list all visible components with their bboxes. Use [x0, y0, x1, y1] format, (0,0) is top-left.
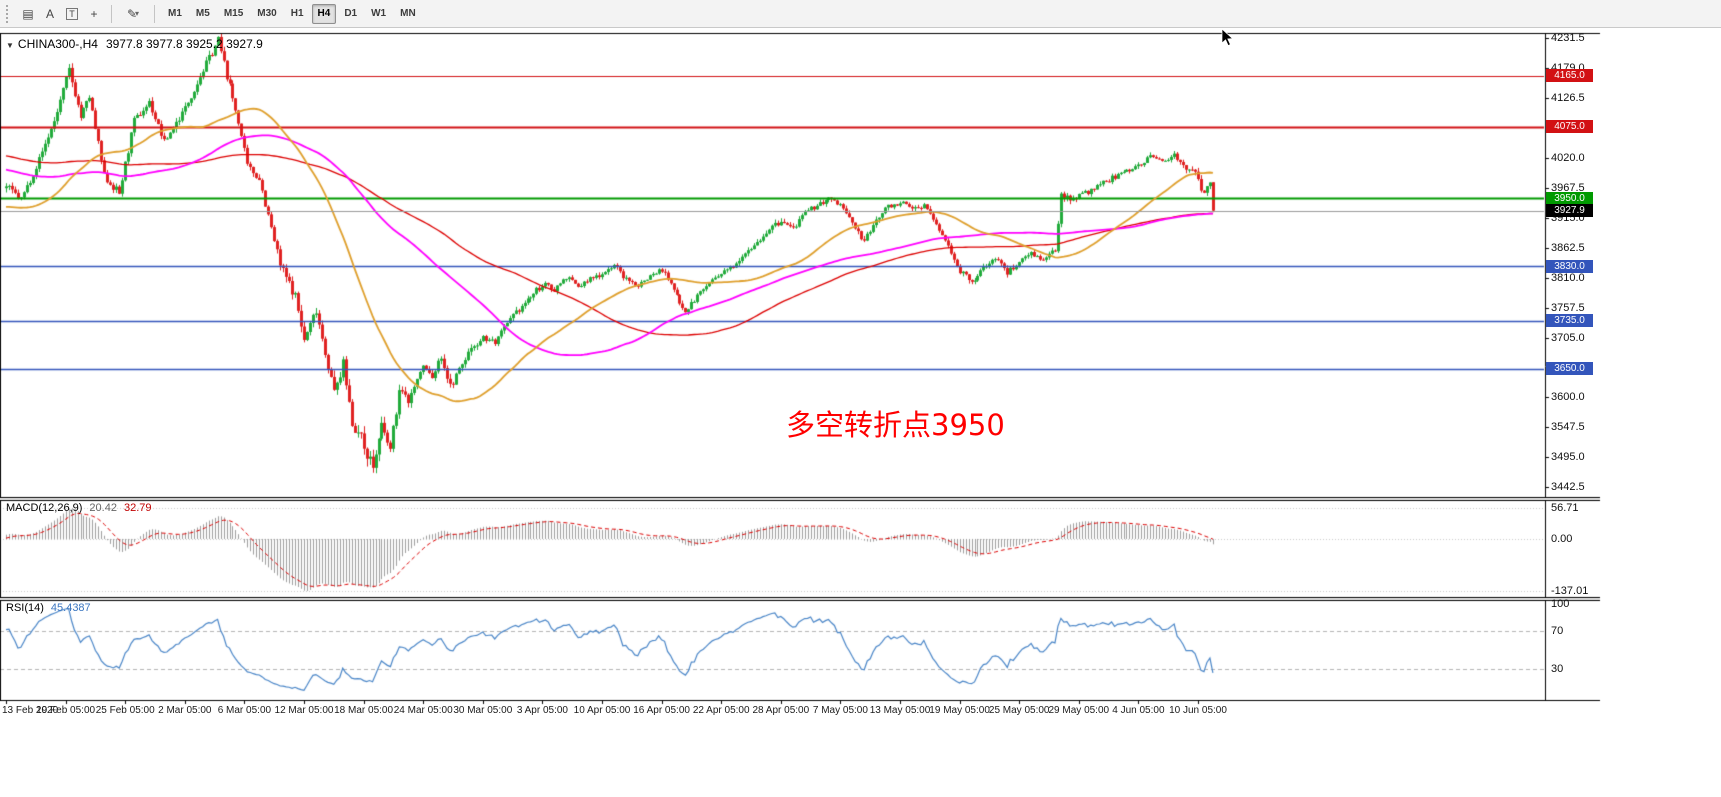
timeframe-button-m1[interactable]: M1 [168, 8, 182, 19]
price-axis-label: 4020.0 [1551, 152, 1585, 165]
time-axis-label: 24 Mar 05:00 [393, 705, 453, 716]
price-line-badge: 3650.0 [1546, 362, 1593, 376]
rsi-value: 45.4387 [50, 602, 91, 614]
time-axis-label: 18 Mar 05:00 [334, 705, 394, 716]
time-axis-label: 3 Apr 05:00 [516, 705, 568, 716]
toolbar: ▤ A T + ✎ ▾ M1 M5 M15 M30 H1 H4 D1 W1 MN [0, 0, 1721, 28]
rsi-axis-label: 30 [1551, 662, 1564, 675]
time-axis-label: 10 Apr 05:00 [573, 705, 631, 716]
chart-symbol-period: CHINA300-,H4 [17, 37, 98, 51]
chart-title: ▼ CHINA300-,H4 3977.8 3977.8 3925.2 3927.9 [6, 37, 263, 51]
rsi-label: RSI(14) [6, 602, 44, 614]
time-axis-label: 12 Mar 05:00 [274, 705, 334, 716]
macd-axis-label: 56.71 [1551, 502, 1579, 514]
time-axis-label: 19 Feb 05:00 [36, 705, 96, 716]
time-axis-label: 10 Jun 05:00 [1169, 705, 1227, 716]
crosshair-icon[interactable]: + [90, 6, 98, 21]
price-line-badge: 3830.0 [1546, 259, 1593, 273]
toolbar-separator [154, 4, 155, 23]
rsi-indicator-header: RSI(14) 45.4387 [6, 602, 91, 614]
time-axis-label: 19 May 05:00 [929, 705, 990, 716]
price-axis-label: 3442.5 [1551, 481, 1585, 494]
toolbar-separator [111, 4, 112, 23]
price-axis-label: 3810.0 [1551, 271, 1585, 284]
text-box-icon[interactable]: T [61, 3, 83, 24]
price-line-badge: 3735.0 [1546, 314, 1593, 328]
rsi-axis-label: 100 [1551, 598, 1570, 610]
macd-axis-label: -137.01 [1551, 585, 1589, 597]
line-studies-toolbar: ▤ A T + [17, 3, 105, 24]
draw-color-icon: ✎ [126, 6, 138, 21]
price-axis-label: 3862.5 [1551, 241, 1585, 254]
price-line-badge: 3950.0 [1546, 191, 1593, 205]
price-axis-label: 3705.0 [1551, 331, 1585, 344]
macd-signal-value: 32.79 [123, 502, 152, 514]
price-line-badge: 4165.0 [1546, 69, 1593, 83]
price-axis-label: 3757.5 [1551, 301, 1585, 314]
timeframe-button-mn[interactable]: MN [400, 8, 416, 19]
price-axis-label: 3547.5 [1551, 421, 1585, 434]
time-axis-label: 25 Feb 05:00 [95, 705, 155, 716]
time-axis-label: 13 Feb 2020 [2, 705, 59, 716]
timeframe-button-m30[interactable]: M30 [257, 8, 277, 19]
time-axis-label: 16 Apr 05:00 [633, 705, 690, 716]
price-axis-label: 4126.5 [1551, 91, 1585, 104]
timeframe-toolbar: M1 M5 M15 M30 H1 H4 D1 W1 MN [161, 3, 423, 24]
toolbar-grip[interactable] [6, 4, 11, 23]
timeframe-button-h4[interactable]: H4 [311, 3, 337, 24]
time-axis-label: 7 May 05:00 [812, 705, 868, 716]
time-axis-label: 2 Mar 05:00 [158, 705, 212, 716]
time-axis-label: 22 Apr 05:00 [692, 705, 750, 716]
price-axis-label: 3967.5 [1551, 182, 1585, 195]
current-price-badge: 3927.9 [1546, 204, 1593, 218]
time-axis-label: 30 Mar 05:00 [453, 705, 513, 716]
mouse-cursor-icon [1221, 29, 1234, 47]
time-axis-label: 29 May 05:00 [1048, 705, 1110, 716]
timeframe-button-h1[interactable]: H1 [290, 8, 304, 19]
chart-collapse-icon[interactable]: ▼ [6, 41, 14, 50]
time-axis-label: 4 Jun 05:00 [1112, 705, 1165, 716]
timeframe-button-m5[interactable]: M5 [195, 8, 210, 19]
timeframe-button-m15[interactable]: M15 [223, 8, 244, 19]
text-label-icon[interactable]: A [45, 6, 54, 21]
charts-toolbar-icon[interactable]: ▤ [22, 6, 34, 21]
draw-color-tool[interactable]: ✎ ▾ [118, 3, 148, 24]
timeframe-button-w1[interactable]: W1 [371, 8, 387, 19]
time-axis-label: 28 Apr 05:00 [752, 705, 810, 716]
price-axis-label: 4231.5 [1551, 31, 1585, 44]
macd-label: MACD(12,26,9) [6, 502, 83, 514]
chart-text-annotation: 多空转折点3950 [786, 408, 1005, 442]
timeframe-button-d1[interactable]: D1 [344, 8, 358, 19]
chart-ohlc-values: 3977.8 3977.8 3925.2 3927.9 [105, 37, 263, 51]
time-axis-label: 6 Mar 05:00 [217, 705, 272, 716]
macd-main-value: 20.42 [89, 502, 117, 514]
dropdown-arrow-icon: ▾ [135, 9, 140, 18]
macd-axis-label: 0.00 [1551, 532, 1573, 545]
time-axis-label: 13 May 05:00 [869, 705, 931, 716]
macd-indicator-header: MACD(12,26,9) 20.42 32.79 [6, 502, 151, 514]
rsi-axis-label: 70 [1551, 625, 1564, 638]
price-axis-label: 3495.0 [1551, 451, 1585, 464]
time-axis-label: 25 May 05:00 [988, 705, 1050, 716]
price-line-badge: 4075.0 [1546, 120, 1593, 134]
price-axis-label: 3600.0 [1551, 391, 1585, 404]
